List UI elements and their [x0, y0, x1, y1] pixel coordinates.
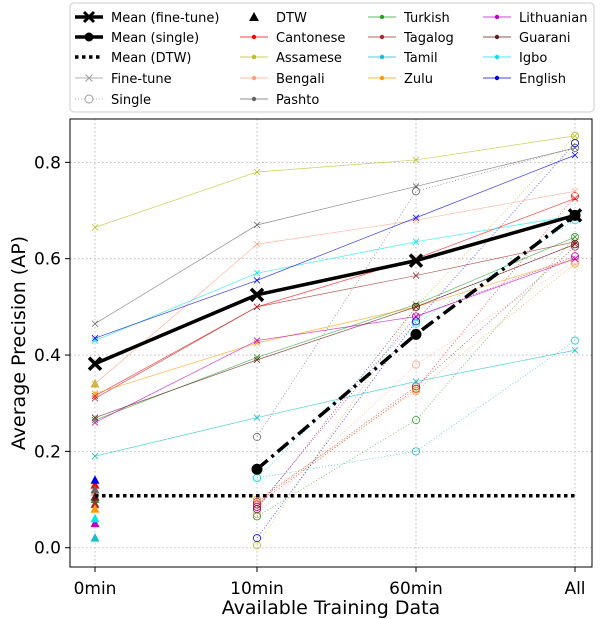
- legend-label: Mean (fine-tune): [111, 11, 219, 26]
- finetune-point: [92, 224, 98, 230]
- finetune-point: [572, 152, 578, 158]
- legend-marker: [495, 76, 499, 80]
- legend-marker: [380, 15, 384, 19]
- single-line: [257, 237, 575, 516]
- series-english: [91, 139, 579, 541]
- language-series: [91, 132, 579, 549]
- mean-series: [89, 209, 581, 495]
- legend-label: Assamese: [276, 51, 342, 66]
- legend-label: Pashto: [276, 93, 319, 108]
- x-tick-label: 10min: [230, 579, 284, 599]
- x-tick-label: 0min: [74, 579, 117, 599]
- legend-marker: [495, 15, 499, 19]
- dtw-point: [91, 475, 100, 484]
- legend-marker: [252, 76, 256, 80]
- legend-marker: [380, 76, 384, 80]
- mean-single-point: [411, 329, 422, 340]
- legend-label: Tagalog: [403, 31, 454, 46]
- mean-single-point: [570, 210, 581, 221]
- finetune-point: [413, 273, 419, 279]
- x-tick-label: All: [564, 579, 585, 599]
- legend-marker: [252, 55, 256, 59]
- legend-label: Bengali: [276, 72, 325, 87]
- legend-label: Mean (DTW): [111, 51, 192, 66]
- legend: Mean (fine-tune) Mean (single) Mean (DTW) F…: [70, 3, 594, 112]
- legend-marker: [495, 55, 499, 59]
- y-tick-label: 0.4: [34, 346, 61, 366]
- finetune-point: [254, 304, 260, 310]
- x-tick-label: 60min: [389, 579, 443, 599]
- legend-label: Cantonese: [276, 31, 345, 46]
- legend-label: DTW: [276, 11, 307, 26]
- grid: [70, 119, 592, 567]
- y-axis-title: Average Precision (AP): [8, 236, 30, 450]
- series-cantonese: [91, 192, 579, 508]
- y-tick-label: 0.0: [34, 539, 61, 559]
- legend-label: Lithuanian: [519, 11, 587, 26]
- single-line: [257, 143, 575, 538]
- plot-frame: [70, 119, 592, 567]
- legend-marker: [495, 35, 499, 39]
- series-lithuanian: [91, 253, 579, 527]
- legend-marker: [85, 33, 94, 42]
- series-tamil: [91, 337, 579, 542]
- legend-marker: [252, 35, 256, 39]
- dtw-point: [91, 514, 100, 523]
- legend-label: Igbo: [519, 51, 547, 66]
- series-zulu: [91, 256, 579, 513]
- finetune-point: [92, 453, 98, 459]
- legend-marker: [252, 97, 256, 101]
- legend-label: Zulu: [404, 72, 433, 87]
- legend-marker: [85, 95, 93, 103]
- y-tick-label: 0.6: [34, 250, 61, 270]
- series-bengali: [91, 188, 579, 517]
- x-axis-title: Available Training Data: [222, 597, 440, 619]
- legend-label: Fine-tune: [111, 72, 172, 87]
- legend-label: Single: [111, 93, 151, 108]
- finetune-point: [92, 321, 98, 327]
- series-pashto: [91, 144, 579, 493]
- mean-single-point: [252, 464, 263, 475]
- finetune-line: [95, 198, 575, 396]
- legend-marker: [380, 55, 384, 59]
- legend-label: Turkish: [403, 11, 450, 26]
- finetune-point: [254, 277, 260, 283]
- legend-label: Guarani: [519, 31, 570, 46]
- legend-label: Tamil: [403, 51, 438, 66]
- series-assamese: [91, 132, 579, 549]
- dtw-point: [91, 533, 100, 542]
- legend-marker: [380, 35, 384, 39]
- mean-finetune-line: [95, 215, 575, 363]
- dtw-point: [91, 379, 100, 388]
- legend-label: English: [519, 72, 566, 87]
- y-tick-label: 0.8: [34, 153, 61, 173]
- legend-label: Mean (single): [111, 31, 199, 46]
- y-tick-label: 0.2: [34, 442, 61, 462]
- finetune-point: [572, 188, 578, 194]
